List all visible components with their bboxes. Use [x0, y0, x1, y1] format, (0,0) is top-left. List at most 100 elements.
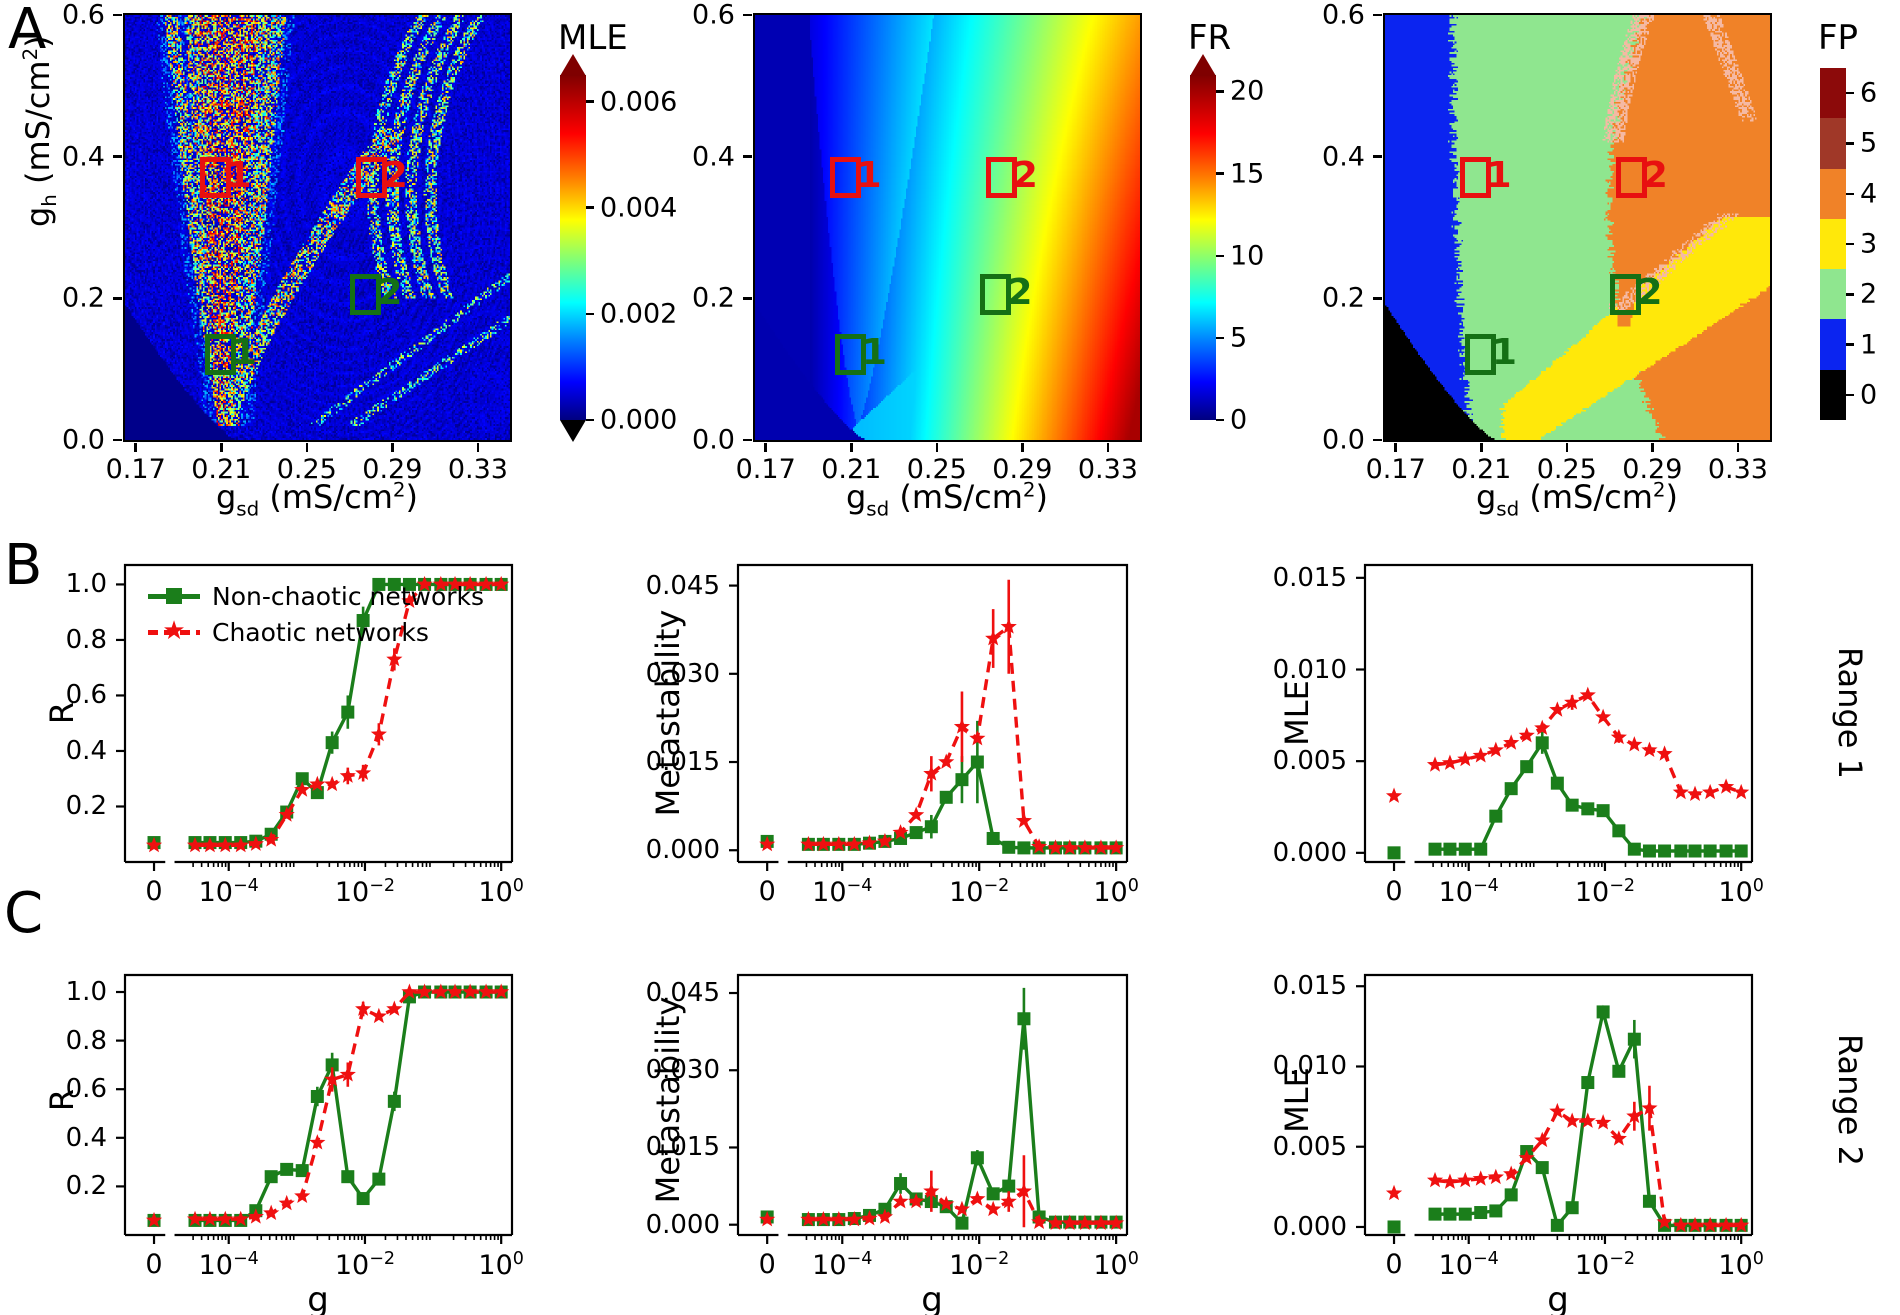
x-tick [1651, 443, 1654, 452]
y-tick [743, 297, 752, 300]
y-tick [1373, 438, 1382, 442]
colorbar-gradient [1190, 75, 1216, 420]
y-tick-label: 0.6 [692, 0, 735, 31]
plot-c-r: 0.2 0.4 0.6 0.8 1.0 0 10−4 10−2 100 [66, 971, 524, 1281]
region-box-label-2: 2 [377, 272, 403, 314]
y-tick-label: 0.6 [1322, 0, 1365, 31]
colorbar-tick-label: 0 [1230, 404, 1248, 436]
colorbar-segment [1820, 68, 1846, 119]
y-tick-label: 0.6 [65, 1074, 107, 1105]
colorbar-tick [1846, 91, 1854, 95]
chart-canvas [724, 971, 1133, 1251]
chart-canvas [724, 561, 1133, 878]
x-tick [764, 443, 767, 452]
colorbar-segment [1820, 168, 1846, 220]
x-tick-label-log: 10−4 [198, 1249, 259, 1281]
y-tick-label: 0.2 [65, 1171, 107, 1202]
x-tick-label-log: 10−2 [1574, 876, 1636, 908]
colorbar-segment [1820, 269, 1846, 320]
chart-canvas [1351, 971, 1758, 1251]
y-tick [113, 297, 122, 300]
legend-label-chaotic: Chaotic networks [212, 617, 429, 647]
x-tick-label-log: 10−2 [949, 876, 1010, 908]
colorbar-tick-label: 4 [1860, 178, 1878, 210]
heatmap-mle-canvas [125, 15, 510, 440]
x-tick-label: 0.25 [1536, 454, 1597, 485]
colorbar-tick [1846, 142, 1854, 145]
colorbar-tick-label: 0.000 [600, 404, 678, 436]
x-tick-label-log: 10−2 [1574, 1249, 1636, 1281]
colorbar-gradient [560, 75, 586, 420]
panel-b-letter: B [4, 533, 43, 598]
x-tick-label-log: 100 [478, 1249, 524, 1281]
region-box-label-1: 1 [856, 155, 882, 197]
x-tick-label-log: 10−2 [334, 876, 396, 908]
colorbar-tick-label: 2 [1860, 278, 1878, 310]
x-tick-label-log: 10−4 [1438, 1249, 1499, 1281]
colorbar-tick [1216, 254, 1224, 257]
x-tick-label: 0.21 [1451, 454, 1512, 485]
legend-item-chaotic: ★ Chaotic networks [148, 614, 484, 650]
x-tick-label-log: 10−4 [198, 876, 259, 908]
y-tick [1373, 297, 1382, 300]
y-tick-label: 0.000 [1272, 837, 1347, 868]
region-box-2 [1615, 157, 1647, 199]
y-tick-label: 0.2 [62, 282, 105, 314]
y-tick-label: 0.015 [645, 1132, 720, 1163]
y-tick-label: 0.0 [1322, 424, 1365, 456]
y-tick-label: 0.005 [1272, 1131, 1347, 1162]
colorbar-tick-label: 6 [1860, 77, 1878, 109]
plot-b-r: 0.2 0.4 0.6 0.8 1.0 0 10−4 10−2 100 [66, 561, 524, 908]
x-tick-label: 0.17 [105, 454, 166, 485]
x-tick [935, 443, 939, 452]
region-box-2 [355, 157, 387, 199]
star-marker-icon: ★ [162, 615, 186, 646]
colorbar-tick [1216, 90, 1224, 93]
region-box-label-2: 2 [1007, 272, 1033, 314]
colorbar-tick [1846, 242, 1854, 246]
y-tick-label: 0.0 [62, 424, 105, 456]
colorbar-tick-label: 0 [1860, 379, 1878, 411]
y-tick-label: 0.030 [645, 658, 720, 689]
region-box-label-2: 2 [382, 155, 408, 197]
colorbar-tick-label: 1 [1860, 329, 1878, 361]
x-tick-label: 0.25 [276, 454, 337, 485]
x-tick-label-log: 100 [1718, 1249, 1764, 1281]
x-tick-label: 0.25 [906, 454, 967, 485]
colorbar-tick [1846, 293, 1854, 296]
colorbar-tick [586, 312, 594, 316]
x-tick-label-log: 10−2 [334, 1249, 396, 1281]
y-tick [743, 438, 752, 442]
x-tick-label-zero: 0 [758, 876, 776, 907]
colorbar-title-fr: FR [1188, 18, 1232, 58]
colorbar-segment [1820, 218, 1846, 270]
x-tick [134, 443, 137, 452]
region-box-1 [204, 334, 236, 376]
x-tick-label: 0.33 [1707, 454, 1768, 485]
colorbar-arrow-up-icon [1190, 54, 1216, 76]
colorbar-tick [586, 418, 594, 422]
x-tick [1565, 443, 1569, 452]
region-box-2 [985, 157, 1017, 199]
y-tick-label: 1.0 [65, 569, 107, 600]
x-tick [850, 443, 853, 452]
y-tick [113, 438, 122, 442]
colorbar-tick [586, 100, 594, 103]
colorbar-title-mle: MLE [558, 18, 628, 58]
y-tick-label: 0.015 [645, 747, 720, 778]
gsd-axis-label-3: gsd (mS/cm2) [1475, 478, 1679, 521]
colorbar-title-fp: FP [1818, 18, 1859, 58]
region-box-label-2: 2 [1012, 155, 1038, 197]
colorbar-tick [1846, 393, 1854, 397]
g-axis-label-2: g [921, 1280, 943, 1315]
x-tick-label-log: 10−4 [1438, 876, 1499, 908]
y-tick [743, 13, 752, 17]
colorbar-segment [1820, 319, 1846, 371]
colorbar-tick-label: 20 [1230, 75, 1265, 107]
x-tick-label-zero: 0 [145, 1249, 163, 1280]
plot-b-mle: 0.000 0.005 0.010 0.015 0 10−4 10−2 100 [1273, 561, 1764, 908]
x-tick-label: 0.17 [735, 454, 796, 485]
x-tick [305, 443, 309, 452]
y-tick-label: 0.6 [62, 0, 105, 31]
region-box-1 [829, 157, 861, 199]
